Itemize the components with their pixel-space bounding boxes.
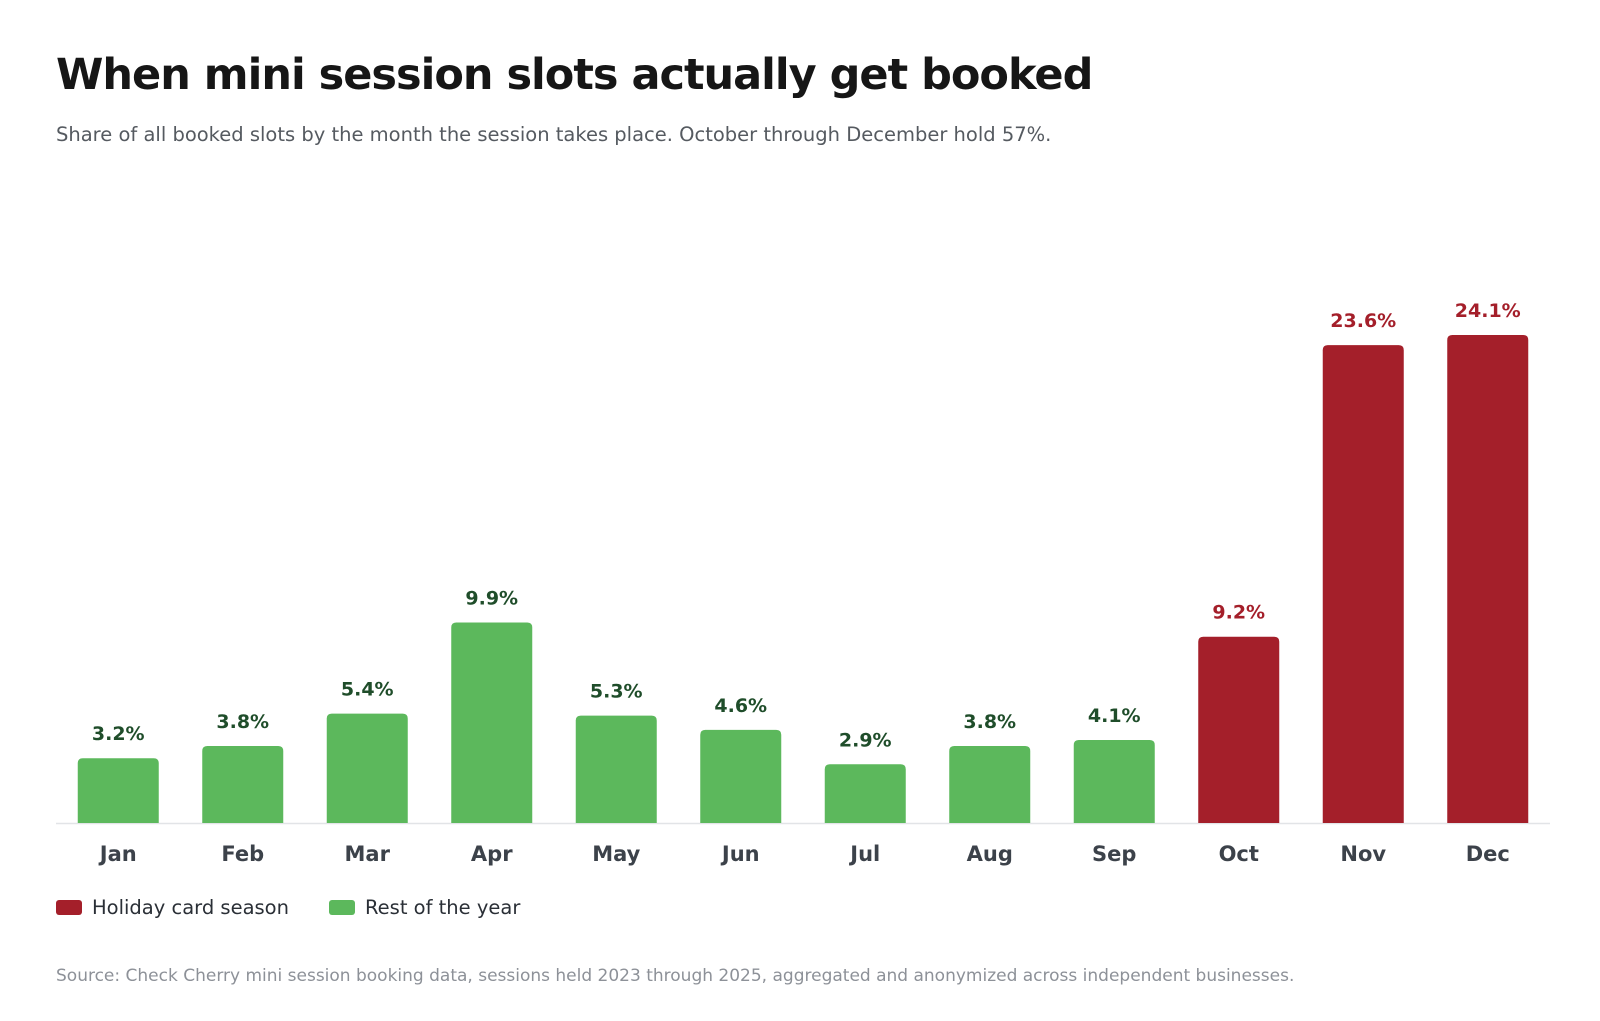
value-label-apr: 9.9%: [465, 588, 518, 610]
value-label-jan: 3.2%: [92, 723, 145, 745]
legend-item-rest: Rest of the year: [328, 896, 521, 919]
x-tick-label-feb: Feb: [221, 842, 264, 866]
bar-jul: [824, 764, 906, 823]
bar-oct: [1198, 636, 1280, 823]
bar-aug: [949, 746, 1031, 823]
x-tick-label-apr: Apr: [471, 842, 513, 866]
bar-sep: [1073, 739, 1155, 823]
legend-swatch-rest: [328, 900, 355, 915]
x-tick-label-jan: Jan: [98, 842, 137, 866]
value-label-sep: 4.1%: [1088, 705, 1141, 727]
value-label-dec: 24.1%: [1455, 300, 1521, 322]
source-note: Source: Check Cherry mini session bookin…: [56, 966, 1295, 986]
legend-label-holiday: Holiday card season: [92, 896, 289, 919]
chart-title: When mini session slots actually get boo…: [56, 50, 1093, 100]
chart-subtitle: Share of all booked slots by the month t…: [56, 123, 1052, 146]
bar-mar: [326, 713, 408, 823]
x-tick-label-jun: Jun: [720, 842, 760, 866]
legend-swatch-holiday: [56, 900, 82, 915]
x-tick-label-jul: Jul: [848, 842, 880, 866]
value-label-aug: 3.8%: [963, 711, 1016, 733]
bar-may: [575, 715, 657, 823]
bar-nov: [1322, 345, 1404, 823]
legend-label-rest: Rest of the year: [364, 896, 521, 919]
x-tick-label-nov: Nov: [1340, 842, 1386, 866]
bar-apr: [451, 622, 533, 823]
bar-chart: 3.2% Jan 3.8% Feb 5.4% Mar 9.9% Apr 5.3% May 4.6% J…: [56, 300, 1550, 866]
x-tick-label-may: May: [592, 842, 640, 866]
value-label-jun: 4.6%: [714, 695, 767, 717]
bar-feb: [202, 746, 284, 823]
bar-jun: [700, 729, 782, 823]
x-tick-label-dec: Dec: [1466, 842, 1510, 866]
x-tick-label-oct: Oct: [1219, 842, 1259, 866]
x-tick-label-aug: Aug: [967, 842, 1013, 866]
bar-dec: [1447, 335, 1529, 823]
x-tick-label-mar: Mar: [345, 842, 391, 866]
value-label-oct: 9.2%: [1212, 602, 1265, 624]
legend: Holiday card season Rest of the year: [56, 896, 520, 919]
legend-item-holiday: Holiday card season: [56, 896, 289, 919]
value-label-may: 5.3%: [590, 681, 643, 703]
value-label-nov: 23.6%: [1330, 310, 1396, 332]
value-label-feb: 3.8%: [216, 711, 269, 733]
value-label-mar: 5.4%: [341, 679, 394, 701]
bar-jan: [77, 758, 159, 823]
x-tick-label-sep: Sep: [1092, 842, 1136, 866]
value-label-jul: 2.9%: [839, 729, 892, 751]
